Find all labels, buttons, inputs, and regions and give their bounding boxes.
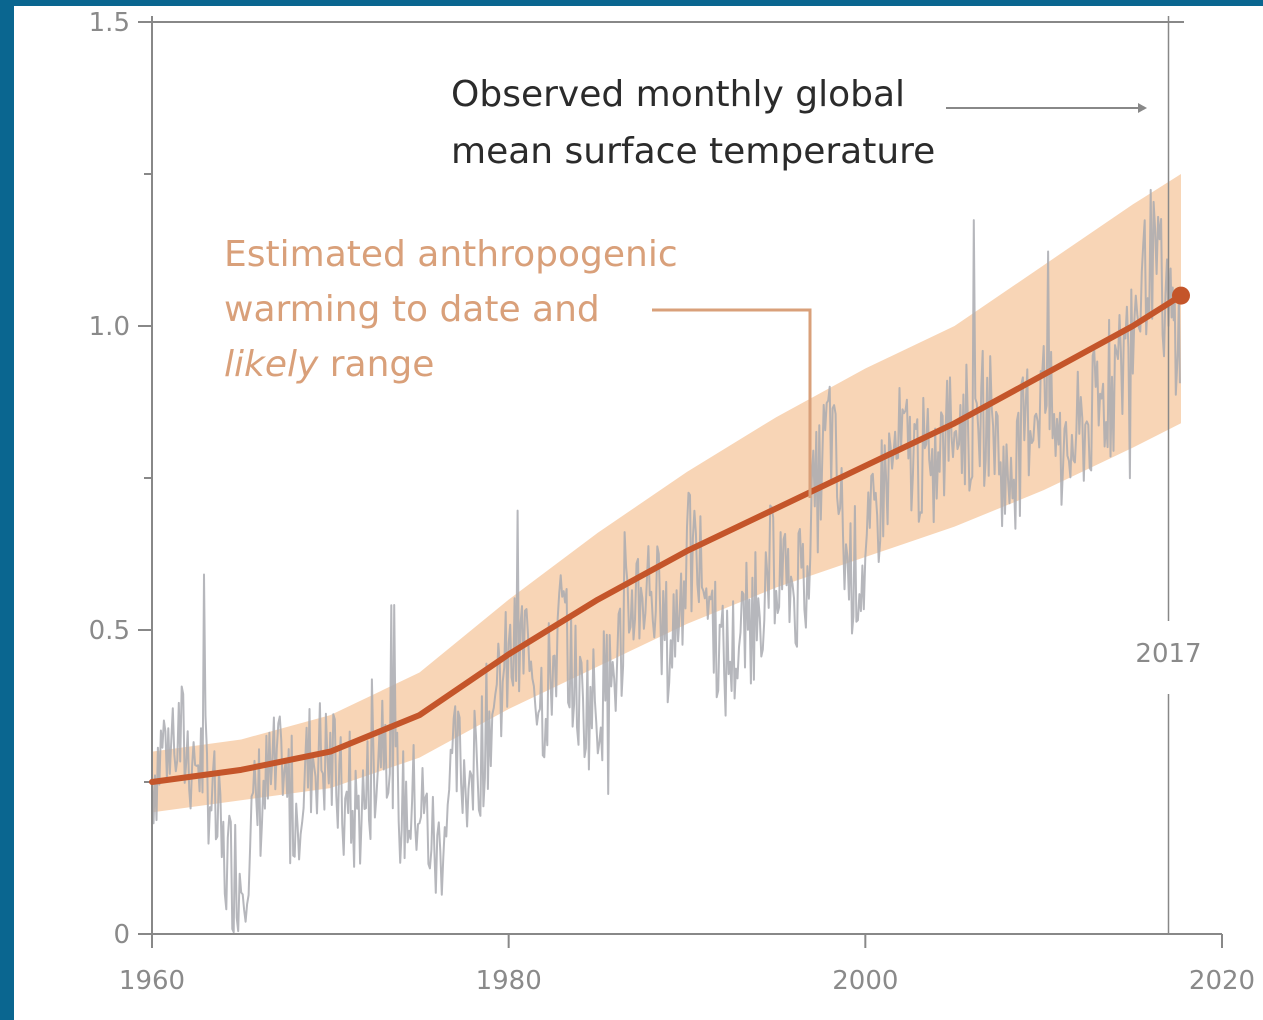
y-tick-label: 0 bbox=[113, 920, 130, 950]
marker-2017-label: 2017 bbox=[1135, 639, 1201, 669]
y-tick-label: 1.5 bbox=[89, 8, 130, 38]
anthropogenic-leader-line bbox=[652, 308, 812, 498]
likely-word: likely bbox=[224, 344, 319, 385]
observed-label-line-2: mean surface temperature bbox=[451, 131, 935, 172]
anthropogenic-label-line-1: Estimated anthropogenic bbox=[224, 234, 678, 275]
observed-temperature-line bbox=[151, 188, 1181, 934]
observed-layer bbox=[151, 188, 1181, 934]
observed-label-line-1: Observed monthly global bbox=[451, 74, 905, 115]
y-tick-label: 1.0 bbox=[89, 312, 130, 342]
anthropogenic-layer bbox=[149, 286, 1190, 785]
warming-chart: 2017 0 0.5 1.0 1.5 1960 1980 2000 2020 Observed … bbox=[89, 8, 1255, 996]
y-tick-label: 0.5 bbox=[89, 616, 130, 646]
x-tick-label: 1960 bbox=[119, 966, 185, 996]
axes: 2017 0 0.5 1.0 1.5 1960 1980 2000 2020 bbox=[89, 8, 1255, 996]
likely-range-band bbox=[152, 174, 1181, 813]
anthropogenic-label-line-3: likely range bbox=[224, 344, 434, 385]
observed-leader-arrow bbox=[1138, 103, 1147, 113]
x-tick-label: 2020 bbox=[1189, 966, 1255, 996]
chart-frame: 2017 0 0.5 1.0 1.5 1960 1980 2000 2020 Observed … bbox=[14, 6, 1263, 1020]
anthropogenic-warming-line bbox=[149, 292, 1184, 785]
range-word: range bbox=[318, 344, 434, 385]
x-tick-label: 1980 bbox=[476, 966, 542, 996]
annotations: Observed monthly global mean surface tem… bbox=[224, 74, 1147, 498]
anthropogenic-end-point bbox=[1171, 286, 1190, 305]
x-tick-label: 2000 bbox=[832, 966, 898, 996]
anthropogenic-label-line-2: warming to date and bbox=[224, 289, 600, 330]
likely-range-layer bbox=[152, 174, 1181, 813]
